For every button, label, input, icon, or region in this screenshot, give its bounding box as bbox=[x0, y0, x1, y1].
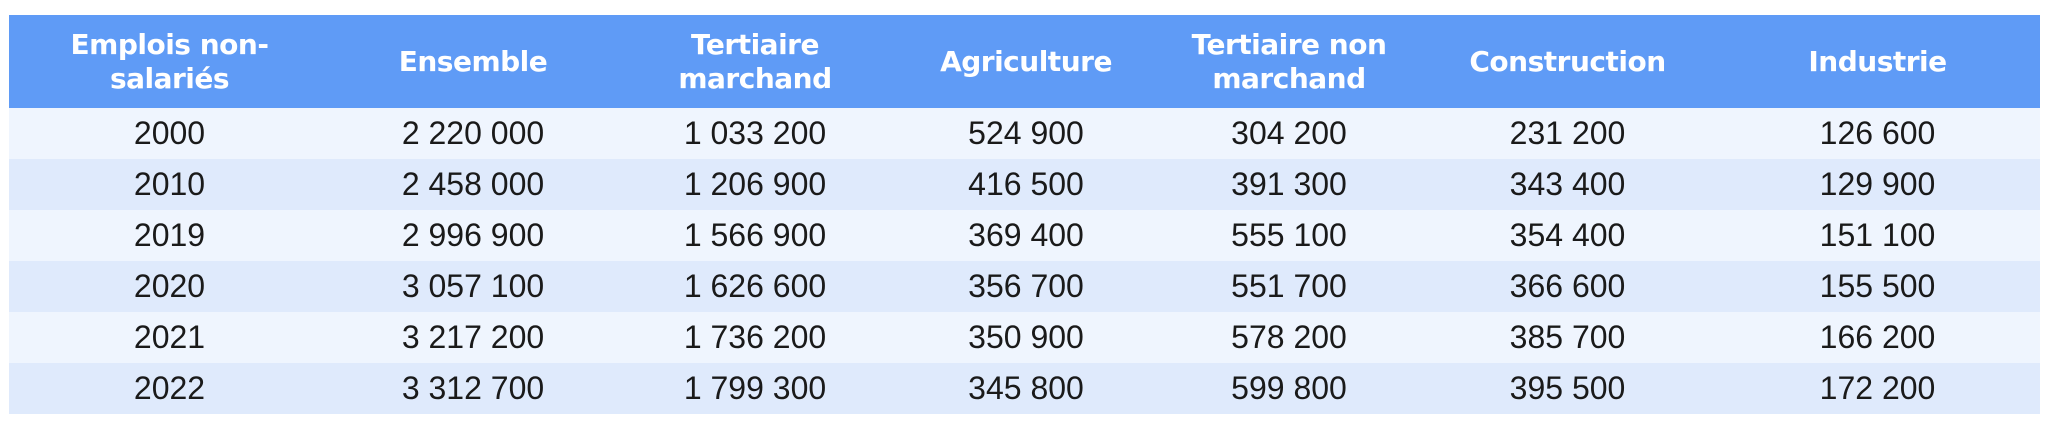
cell-tertiaire-non-marchand: 578 200 bbox=[1158, 312, 1420, 363]
cell-industrie: 172 200 bbox=[1715, 363, 2040, 414]
table-row: 2021 3 217 200 1 736 200 350 900 578 200 385 … bbox=[9, 312, 2040, 363]
cell-agriculture: 416 500 bbox=[894, 159, 1158, 210]
cell-ensemble: 3 217 200 bbox=[330, 312, 616, 363]
cell-tertiaire-marchand: 1 033 200 bbox=[616, 108, 894, 159]
cell-industrie: 129 900 bbox=[1715, 159, 2040, 210]
cell-ensemble: 2 458 000 bbox=[330, 159, 616, 210]
header-tertiaire-marchand: Tertiaire marchand bbox=[616, 15, 894, 108]
cell-tertiaire-non-marchand: 555 100 bbox=[1158, 210, 1420, 261]
header-industrie: Industrie bbox=[1715, 15, 2040, 108]
cell-tertiaire-marchand: 1 206 900 bbox=[616, 159, 894, 210]
cell-construction: 366 600 bbox=[1420, 261, 1715, 312]
cell-ensemble: 2 996 900 bbox=[330, 210, 616, 261]
employment-table: Emplois non-salariés Ensemble Tertiaire … bbox=[9, 15, 2040, 414]
cell-construction: 354 400 bbox=[1420, 210, 1715, 261]
cell-tertiaire-marchand: 1 736 200 bbox=[616, 312, 894, 363]
cell-agriculture: 350 900 bbox=[894, 312, 1158, 363]
cell-ensemble: 3 057 100 bbox=[330, 261, 616, 312]
cell-tertiaire-non-marchand: 551 700 bbox=[1158, 261, 1420, 312]
cell-tertiaire-marchand: 1 626 600 bbox=[616, 261, 894, 312]
cell-industrie: 166 200 bbox=[1715, 312, 2040, 363]
header-year: Emplois non-salariés bbox=[9, 15, 330, 108]
cell-construction: 395 500 bbox=[1420, 363, 1715, 414]
header-agriculture: Agriculture bbox=[894, 15, 1158, 108]
cell-year: 2021 bbox=[9, 312, 330, 363]
table-row: 2010 2 458 000 1 206 900 416 500 391 300 343 … bbox=[9, 159, 2040, 210]
header-row: Emplois non-salariés Ensemble Tertiaire … bbox=[9, 15, 2040, 108]
cell-tertiaire-marchand: 1 566 900 bbox=[616, 210, 894, 261]
cell-ensemble: 2 220 000 bbox=[330, 108, 616, 159]
cell-industrie: 155 500 bbox=[1715, 261, 2040, 312]
cell-agriculture: 356 700 bbox=[894, 261, 1158, 312]
table-row: 2019 2 996 900 1 566 900 369 400 555 100 354 … bbox=[9, 210, 2040, 261]
header-tertiaire-non-marchand: Tertiaire non marchand bbox=[1158, 15, 1420, 108]
cell-construction: 385 700 bbox=[1420, 312, 1715, 363]
table-row: 2000 2 220 000 1 033 200 524 900 304 200 231 … bbox=[9, 108, 2040, 159]
cell-tertiaire-non-marchand: 599 800 bbox=[1158, 363, 1420, 414]
table-row: 2020 3 057 100 1 626 600 356 700 551 700 366 … bbox=[9, 261, 2040, 312]
cell-ensemble: 3 312 700 bbox=[330, 363, 616, 414]
cell-construction: 343 400 bbox=[1420, 159, 1715, 210]
cell-year: 2020 bbox=[9, 261, 330, 312]
table-row: 2022 3 312 700 1 799 300 345 800 599 800 395 … bbox=[9, 363, 2040, 414]
cell-tertiaire-non-marchand: 391 300 bbox=[1158, 159, 1420, 210]
cell-agriculture: 524 900 bbox=[894, 108, 1158, 159]
cell-agriculture: 369 400 bbox=[894, 210, 1158, 261]
cell-construction: 231 200 bbox=[1420, 108, 1715, 159]
cell-year: 2010 bbox=[9, 159, 330, 210]
header-construction: Construction bbox=[1420, 15, 1715, 108]
cell-tertiaire-non-marchand: 304 200 bbox=[1158, 108, 1420, 159]
cell-tertiaire-marchand: 1 799 300 bbox=[616, 363, 894, 414]
cell-year: 2022 bbox=[9, 363, 330, 414]
cell-industrie: 151 100 bbox=[1715, 210, 2040, 261]
header-ensemble: Ensemble bbox=[330, 15, 616, 108]
cell-year: 2019 bbox=[9, 210, 330, 261]
cell-agriculture: 345 800 bbox=[894, 363, 1158, 414]
cell-year: 2000 bbox=[9, 108, 330, 159]
cell-industrie: 126 600 bbox=[1715, 108, 2040, 159]
